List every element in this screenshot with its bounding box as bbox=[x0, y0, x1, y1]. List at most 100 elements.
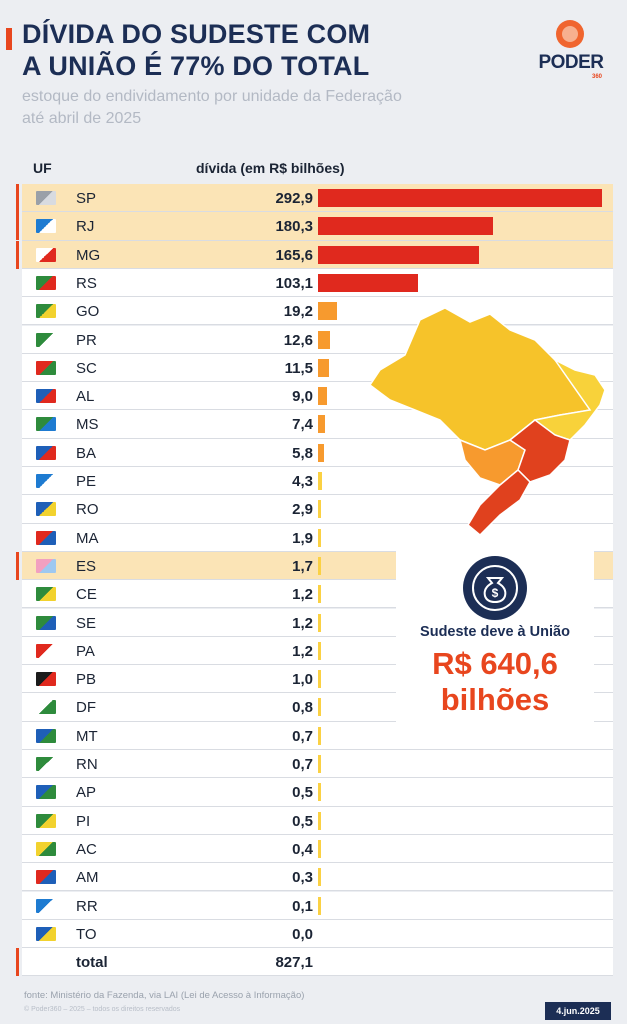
bar bbox=[318, 472, 323, 490]
logo-text: PODER bbox=[538, 52, 604, 73]
bar bbox=[318, 302, 337, 321]
flag-icon bbox=[36, 643, 56, 658]
category-label: RO bbox=[76, 501, 99, 519]
category-label: AM bbox=[76, 869, 99, 887]
data-label: 0,4 bbox=[292, 840, 313, 858]
data-label: 1,2 bbox=[292, 614, 313, 632]
category-label: RJ bbox=[76, 218, 95, 236]
data-label: 1,7 bbox=[292, 557, 313, 575]
bar bbox=[318, 755, 321, 773]
table-row: AP 0,5 bbox=[22, 778, 613, 807]
bar bbox=[318, 189, 602, 207]
category-label: MT bbox=[76, 727, 98, 745]
map-south-region bbox=[467, 468, 531, 537]
date-badge: 4.jun.2025 bbox=[545, 1002, 611, 1020]
category-label: SC bbox=[76, 359, 97, 377]
bar bbox=[318, 217, 493, 236]
column-header-value: dívida (em R$ bilhões) bbox=[196, 160, 345, 176]
data-label: 11,5 bbox=[284, 359, 313, 377]
highlight-marker bbox=[16, 212, 19, 241]
table-row: RO 2,9 bbox=[22, 495, 613, 524]
table-row: TO 0,0 bbox=[22, 919, 613, 949]
data-label: 292,9 bbox=[275, 190, 313, 207]
data-label: 0,3 bbox=[292, 869, 313, 887]
table-row: RS 103,1 bbox=[22, 268, 613, 298]
total-value: 827,1 bbox=[275, 954, 313, 972]
category-label: MS bbox=[76, 416, 99, 434]
bar bbox=[318, 613, 321, 632]
bar bbox=[318, 528, 321, 547]
title-line-1: DÍVIDA DO SUDESTE COM bbox=[22, 19, 371, 49]
flag-icon bbox=[36, 587, 56, 602]
poder360-logo: PODER 360 bbox=[534, 20, 608, 86]
total-row: total 827,1 bbox=[22, 948, 613, 977]
data-label: 0,8 bbox=[292, 699, 313, 717]
callout-amount-line-1: R$ 640,6 bbox=[432, 646, 558, 681]
bar bbox=[318, 500, 321, 519]
data-label: 4,3 bbox=[292, 473, 313, 490]
flag-icon bbox=[36, 870, 56, 885]
data-label: 0,7 bbox=[292, 756, 313, 773]
callout-amount: R$ 640,6 bilhões bbox=[396, 646, 594, 718]
bar bbox=[318, 698, 321, 717]
flag-icon bbox=[36, 219, 56, 234]
category-label: ES bbox=[76, 557, 97, 575]
flag-icon bbox=[36, 530, 56, 545]
highlight-marker bbox=[16, 184, 19, 212]
category-label: MA bbox=[76, 529, 99, 547]
data-label: 19,2 bbox=[283, 303, 313, 321]
bar bbox=[318, 868, 321, 887]
data-label: 0,5 bbox=[292, 784, 313, 802]
chart-title: DÍVIDA DO SUDESTE COM A UNIÃO É 77% DO T… bbox=[22, 18, 370, 82]
category-label: TO bbox=[76, 925, 97, 943]
flag-icon bbox=[36, 417, 56, 432]
copyright-note: © Poder360 – 2025 – todos os direitos re… bbox=[24, 1006, 181, 1013]
chart-subtitle: estoque do endividamento por unidade da … bbox=[22, 86, 402, 130]
money-bag-icon: $ bbox=[463, 556, 527, 620]
flag-icon bbox=[36, 728, 56, 743]
bar bbox=[318, 585, 321, 604]
data-label: 180,3 bbox=[275, 218, 313, 236]
bar bbox=[318, 641, 321, 660]
subtitle-line-1: estoque do endividamento por unidade da … bbox=[22, 88, 402, 105]
category-label: CE bbox=[76, 586, 97, 604]
data-label: 0,7 bbox=[292, 727, 313, 745]
category-label: GO bbox=[76, 303, 100, 321]
title-accent-bar bbox=[6, 28, 12, 50]
flag-icon bbox=[36, 332, 56, 347]
category-label: AC bbox=[76, 840, 97, 858]
category-label: SE bbox=[76, 614, 97, 632]
bar bbox=[318, 783, 321, 802]
table-row: PI 0,5 bbox=[22, 806, 613, 835]
bar bbox=[318, 330, 331, 349]
data-label: 165,6 bbox=[275, 246, 313, 264]
flag-icon bbox=[36, 785, 56, 800]
category-label: RR bbox=[76, 897, 98, 915]
data-label: 12,6 bbox=[283, 331, 313, 349]
highlight-marker bbox=[16, 240, 19, 269]
flag-icon bbox=[36, 389, 56, 404]
flag-icon bbox=[36, 615, 56, 630]
map-southeast-region bbox=[508, 419, 571, 483]
data-label: 1,0 bbox=[292, 671, 313, 689]
logo-year: 360 bbox=[592, 74, 603, 80]
table-row: MA 1,9 bbox=[22, 523, 613, 552]
data-label: 0,0 bbox=[292, 925, 313, 943]
data-label: 9,0 bbox=[292, 388, 313, 406]
logo-circle-icon bbox=[556, 20, 584, 48]
table-row: SP 292,9 bbox=[22, 184, 613, 213]
source-note: fonte: Ministério da Fazenda, via LAI (L… bbox=[24, 990, 305, 1001]
category-label: PR bbox=[76, 331, 97, 349]
flag-icon bbox=[36, 558, 56, 573]
flag-icon bbox=[36, 757, 56, 771]
column-header-uf: UF bbox=[33, 160, 52, 176]
category-label: PB bbox=[76, 671, 97, 689]
data-label: 5,8 bbox=[292, 444, 313, 462]
flag-icon bbox=[36, 672, 56, 687]
bar bbox=[318, 670, 321, 689]
title-line-2: A UNIÃO É 77% DO TOTAL bbox=[22, 51, 370, 81]
data-label: 0,5 bbox=[292, 812, 313, 830]
bar bbox=[318, 839, 321, 858]
flag-icon bbox=[36, 502, 56, 517]
data-label: 0,1 bbox=[292, 897, 313, 915]
